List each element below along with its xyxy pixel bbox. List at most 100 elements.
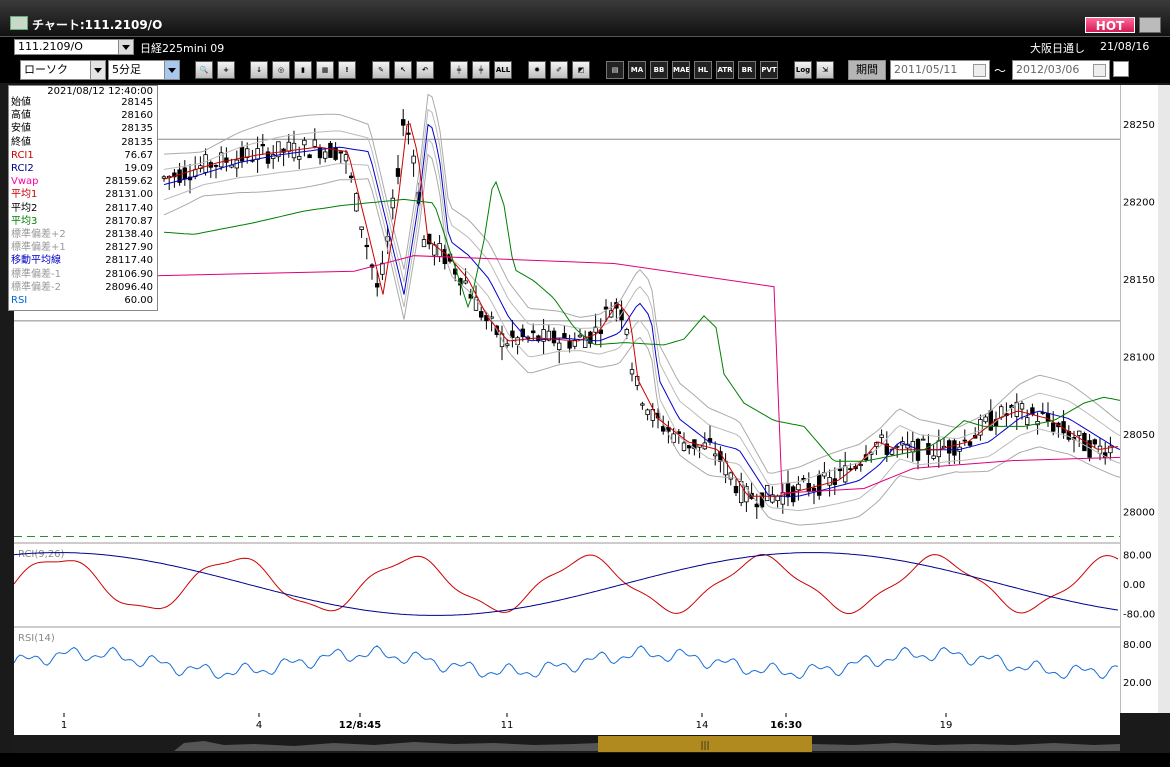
candle-body (1077, 430, 1082, 436)
candle-body (796, 483, 801, 491)
candle-body (203, 154, 208, 173)
candle-body (348, 175, 354, 179)
paint-icon[interactable]: ✐ (550, 61, 568, 79)
candle-body (895, 445, 900, 448)
warning-icon[interactable]: ! (338, 61, 356, 79)
chevron-down-icon[interactable] (118, 40, 133, 54)
pvt-button[interactable]: PVT (760, 61, 778, 79)
candle-body (520, 328, 525, 338)
candle-body (629, 369, 635, 375)
crosshair-icon[interactable]: + (217, 61, 235, 79)
candle-body (244, 148, 250, 158)
candle-body (962, 439, 967, 442)
all-button[interactable]: ALL (494, 61, 512, 79)
info-row: 標準偏差+2 28138.40 (11, 228, 153, 241)
atr-button[interactable]: ATR (716, 61, 734, 79)
ma-button[interactable]: MA (628, 61, 646, 79)
info-label: RSI (11, 295, 28, 306)
chart-canvas[interactable]: RCI(9,26) RSI(14) (14, 85, 1120, 713)
candle-body (546, 330, 551, 341)
info-label: RCI1 (11, 149, 34, 161)
time-tick-label: 16:30 (770, 720, 802, 731)
candle-body (640, 403, 645, 406)
bollinger-upper-2 (163, 93, 1120, 474)
candle-icon[interactable]: ╪ (450, 61, 468, 79)
calendar-icon[interactable] (973, 64, 986, 77)
ohlc-info-panel: 2021/08/12 12:40:00 始値 28145 高値 28160 安値 2813… (8, 85, 158, 311)
chart-area[interactable]: RCI(9,26) RSI(14) (14, 85, 1120, 713)
info-value: 28127.90 (105, 242, 153, 254)
info-label: 移動平均線 (11, 255, 61, 267)
period-button[interactable]: 期間 (848, 60, 886, 80)
arrow-down-icon[interactable]: ↓ (250, 61, 268, 79)
info-value: 28160 (121, 110, 153, 122)
pencil-icon[interactable]: ✎ (372, 61, 390, 79)
rsi-tick-label: 20.00 (1123, 678, 1152, 689)
candle-body (1019, 403, 1025, 410)
chevron-down-icon[interactable] (164, 61, 179, 79)
time-tick-label: 1 (61, 720, 67, 731)
color-icon[interactable]: ◩ (572, 61, 590, 79)
candle-body (978, 419, 983, 436)
indicator-icon[interactable]: ▤ (606, 61, 624, 79)
calendar-icon[interactable] (1093, 64, 1106, 77)
mae-button[interactable]: MAE (672, 61, 690, 79)
navigator-window[interactable] (598, 736, 812, 752)
candle-body (874, 442, 879, 447)
candle-body (390, 197, 395, 209)
info-value: 28131.00 (105, 189, 153, 201)
candle-body (395, 168, 401, 177)
bar-icon[interactable]: ▮ (294, 61, 312, 79)
period-checkbox[interactable] (1113, 61, 1129, 77)
window-close-button[interactable] (1139, 17, 1161, 33)
range-navigator[interactable]: ||| (14, 735, 1120, 753)
zoom-icon[interactable]: 🔍 (195, 61, 213, 79)
candle-body (791, 486, 796, 503)
hot-button[interactable]: HOT (1085, 17, 1135, 33)
hl-button[interactable]: HL (694, 61, 712, 79)
vwap-line (14, 255, 1120, 494)
cursor-icon[interactable]: ↖ (394, 61, 412, 79)
candle-zoom-icon[interactable]: ╪ (472, 61, 490, 79)
candle-body (931, 455, 936, 459)
time-tick-label: 11 (501, 720, 514, 731)
undo-icon[interactable]: ↶ (416, 61, 434, 79)
info-value: 28096.40 (105, 281, 153, 293)
bb-button[interactable]: BB (650, 61, 668, 79)
export-icon[interactable]: ⇲ (816, 61, 834, 79)
candle-body (780, 492, 785, 505)
navigator-grip-icon: ||| (700, 741, 709, 751)
magnify-icon[interactable]: ◎ (272, 61, 290, 79)
candle-body (421, 239, 427, 248)
candle-body (661, 426, 666, 432)
candle-body (172, 172, 177, 178)
br-button[interactable]: BR (738, 61, 756, 79)
price-tick-label: 28100 (1123, 353, 1155, 364)
info-value: 28135 (121, 123, 153, 135)
chart-type-value: ローソク (24, 63, 68, 76)
status-bar (0, 753, 1170, 767)
log-button[interactable]: Log (794, 61, 812, 79)
start-date-field[interactable]: 2011/05/11 (890, 60, 990, 80)
chart-type-select[interactable]: ローソク (20, 60, 106, 80)
candle-body (557, 342, 562, 351)
symbol-select[interactable]: 111.2109/O (14, 39, 134, 55)
chevron-down-icon[interactable] (90, 61, 105, 79)
info-label: 始値 (11, 97, 31, 108)
candle-body (286, 141, 291, 152)
candle-body (411, 155, 416, 164)
end-date-field[interactable]: 2012/03/06 (1012, 60, 1110, 80)
interval-select[interactable]: 5分足 (108, 60, 180, 80)
settings-icon[interactable]: ✹ (528, 61, 546, 79)
compare-icon[interactable]: ▦ (316, 61, 334, 79)
vertical-scrollbar[interactable] (1158, 85, 1170, 713)
candle-body (374, 283, 380, 288)
candle-body (255, 148, 260, 160)
candle-body (577, 334, 583, 338)
info-value: 28106.90 (105, 268, 153, 280)
candle-body (624, 329, 629, 335)
candle-body (312, 139, 317, 147)
candle-body (926, 443, 931, 455)
candle-body (983, 416, 988, 423)
info-value: 28159.62 (105, 176, 153, 188)
